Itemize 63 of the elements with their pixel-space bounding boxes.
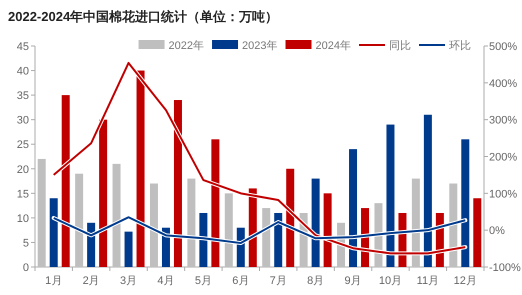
bar — [286, 168, 294, 267]
x-tick-label: 9月 — [344, 275, 362, 287]
y-tick-label: 5 — [22, 237, 29, 250]
legend-label: 同比 — [389, 39, 411, 52]
bar — [424, 114, 432, 267]
y-tick-label: 0 — [22, 262, 29, 274]
y-tick-label: 35 — [16, 90, 29, 102]
chart-title: 2022-2024年中国棉花进口统计（单位：万吨） — [8, 9, 278, 24]
bar — [38, 158, 46, 267]
y2-tick-label: 100% — [489, 188, 518, 200]
y-tick-label: 20 — [16, 164, 29, 176]
x-tick-label: 2月 — [82, 275, 100, 287]
x-tick-label: 12月 — [454, 275, 477, 287]
legend-label: 环比 — [449, 39, 471, 52]
bar — [174, 100, 182, 267]
y2-tick-label: 200% — [489, 152, 518, 164]
bar — [473, 198, 482, 267]
bar — [236, 228, 245, 267]
x-tick-label: 10月 — [378, 275, 402, 287]
bar — [386, 124, 394, 267]
bar — [324, 193, 332, 267]
x-tick-label: 5月 — [194, 275, 212, 287]
y-tick-label: 10 — [16, 212, 29, 225]
bar — [62, 95, 70, 267]
bar — [199, 212, 208, 267]
y2-tick-label: 400% — [489, 78, 518, 90]
bar — [50, 198, 58, 267]
bar — [75, 174, 84, 267]
bar — [112, 164, 121, 267]
x-tick-label: 8月 — [307, 275, 324, 287]
bar — [211, 139, 220, 267]
y2-tick-label: 0% — [489, 225, 506, 238]
bar — [162, 228, 170, 267]
x-tick-label: 4月 — [157, 275, 175, 287]
bar — [150, 184, 158, 267]
x-tick-label: 7月 — [270, 275, 287, 287]
bar — [124, 232, 133, 267]
bar — [349, 149, 358, 267]
bar — [412, 178, 420, 267]
x-tick-label: 3月 — [120, 275, 138, 287]
y2-tick-label: -100% — [489, 262, 522, 274]
y-tick-label: 40 — [16, 66, 29, 78]
bar — [187, 178, 196, 267]
y-tick-label: 25 — [16, 139, 29, 152]
x-tick-label: 6月 — [232, 275, 250, 287]
legend-label: 2024年 — [316, 40, 351, 52]
legend-label: 2022年 — [168, 40, 204, 52]
bar — [312, 178, 320, 267]
x-tick-label: 1月 — [45, 275, 62, 287]
y2-tick-label: 500% — [489, 41, 518, 53]
bar — [274, 212, 282, 267]
bar — [461, 139, 470, 267]
x-tick-label: 11月 — [416, 275, 440, 287]
y-tick-label: 30 — [16, 114, 29, 127]
bar — [262, 208, 270, 267]
bar — [224, 193, 233, 267]
y-tick-label: 15 — [16, 188, 29, 200]
y2-tick-label: 300% — [489, 114, 518, 127]
legend-label: 2023年 — [242, 40, 278, 52]
bar — [87, 222, 96, 267]
y-tick-label: 45 — [16, 41, 29, 53]
bar — [136, 70, 145, 267]
bar — [99, 120, 108, 267]
